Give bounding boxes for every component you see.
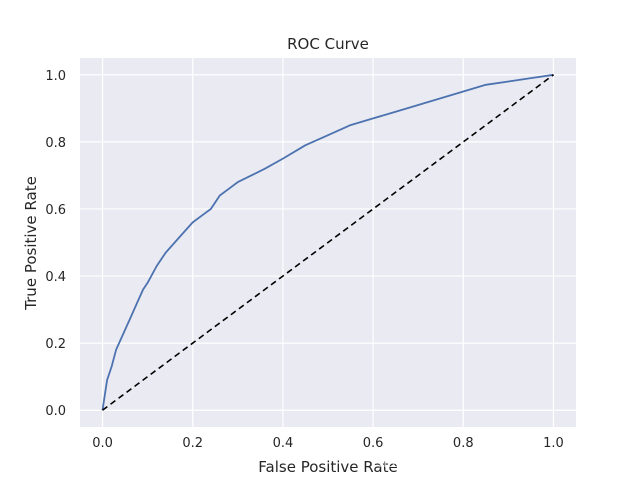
- y-tick-label: 1.0: [45, 69, 66, 84]
- x-tick-label: 0.2: [182, 436, 203, 451]
- x-tick-label: 0.8: [453, 436, 474, 451]
- x-tick-label: 0.6: [363, 436, 384, 451]
- y-tick-label: 0.2: [45, 337, 66, 352]
- tick-labels: 0.0 0.2 0.4 0.6 0.8 1.0 0.0 0.2 0.4 0.6 0.8 1.0: [45, 69, 563, 451]
- x-tick-label: 0.0: [92, 436, 113, 451]
- x-tick-label: 0.4: [273, 436, 294, 451]
- watermark-text: https://blog.csdn.net/weixin_44632459: [378, 456, 632, 471]
- y-tick-label: 0.8: [45, 136, 66, 151]
- y-tick-label: 0.6: [45, 203, 66, 218]
- y-tick-label: 0.0: [45, 404, 66, 419]
- chance-diagonal-line: [102, 74, 554, 411]
- y-axis-label: True Positive Rate: [22, 176, 40, 311]
- grid-lines: [80, 58, 576, 427]
- chart-title: ROC Curve: [287, 35, 369, 53]
- x-tick-label: 1.0: [543, 436, 564, 451]
- x-axis-label: False Positive Rate: [258, 458, 397, 476]
- series-layer: [101, 73, 554, 411]
- roc-curve-line: [101, 73, 554, 411]
- y-tick-label: 0.4: [45, 270, 66, 285]
